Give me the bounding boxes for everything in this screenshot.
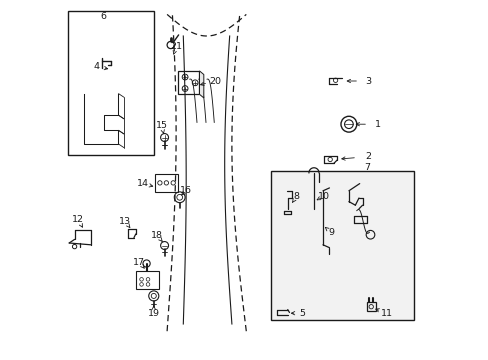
Text: 15: 15: [155, 122, 167, 130]
Text: 4: 4: [94, 62, 100, 71]
Text: 18: 18: [151, 231, 163, 240]
Text: 1: 1: [374, 120, 380, 129]
Text: 19: 19: [147, 309, 160, 318]
Text: 3: 3: [365, 77, 371, 85]
Text: 12: 12: [72, 215, 84, 224]
Text: 8: 8: [293, 192, 299, 201]
Text: 16: 16: [180, 186, 192, 195]
Text: 17: 17: [133, 258, 145, 267]
Text: 2: 2: [365, 152, 371, 161]
Text: 20: 20: [208, 77, 221, 85]
Text: 6: 6: [100, 12, 106, 21]
Bar: [366, 302, 375, 311]
Text: 13: 13: [119, 217, 131, 226]
Bar: [178, 71, 199, 94]
Bar: [155, 174, 177, 192]
Polygon shape: [199, 71, 203, 98]
Text: 21: 21: [170, 42, 182, 51]
Text: 10: 10: [317, 192, 329, 201]
Bar: [136, 271, 159, 289]
Text: 14: 14: [137, 179, 149, 188]
Text: 9: 9: [327, 228, 333, 237]
Bar: [271, 171, 413, 320]
Text: 11: 11: [380, 309, 392, 318]
Text: 5: 5: [299, 309, 305, 318]
Bar: [68, 11, 154, 155]
Text: 7: 7: [363, 163, 369, 172]
